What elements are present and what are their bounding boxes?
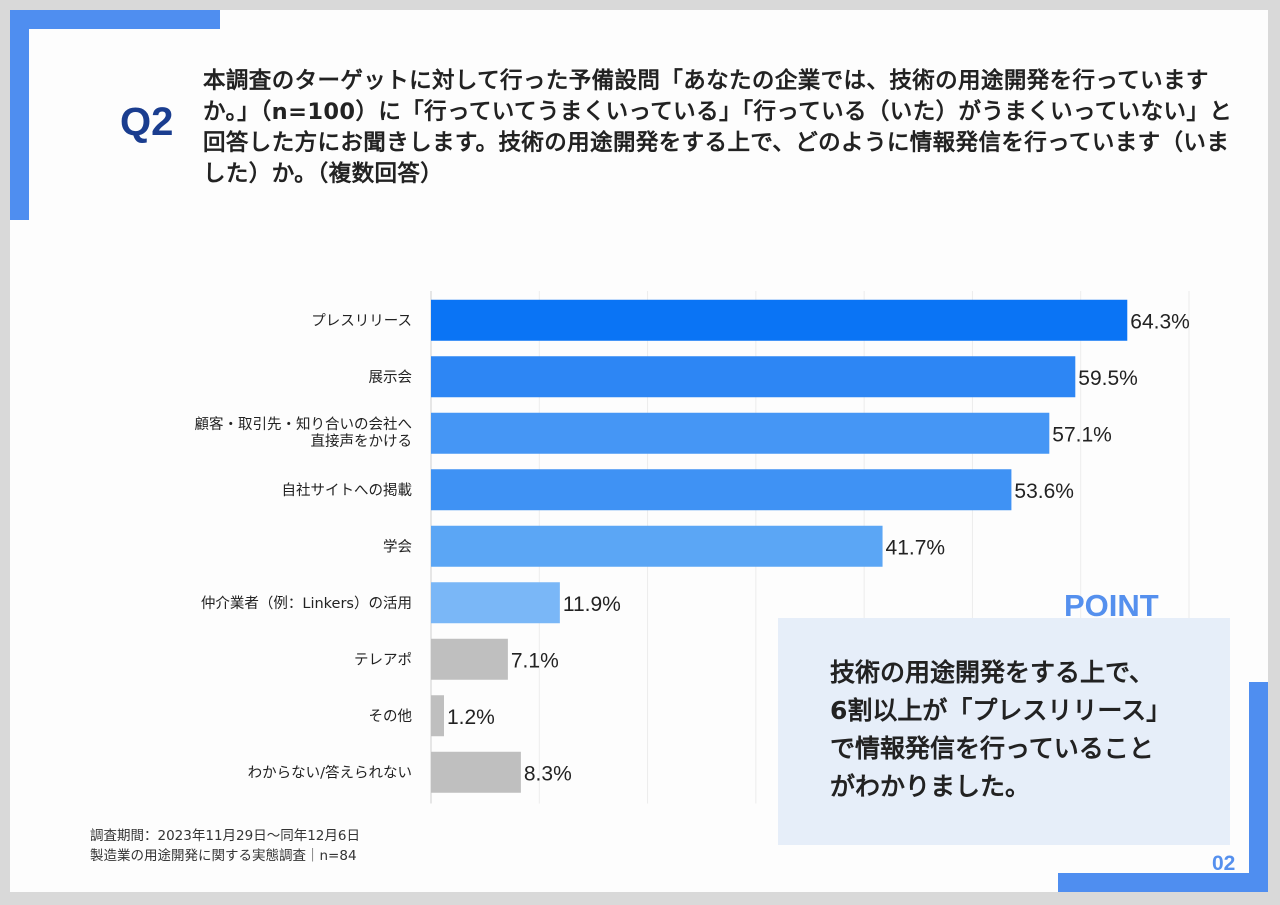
category-label: 自社サイトへの掲載	[282, 482, 413, 499]
bar	[431, 299, 1128, 341]
accent-bar-right	[1249, 682, 1268, 892]
category-label: 展示会	[369, 369, 413, 386]
page-number: 02	[1212, 852, 1236, 875]
bar	[431, 638, 508, 680]
bar	[431, 751, 521, 793]
bar	[431, 582, 560, 624]
accent-bar-bottom	[1058, 873, 1268, 892]
category-label: プレスリリース	[311, 312, 412, 329]
value-label: 57.1%	[1052, 423, 1112, 446]
point-line: で情報発信を行っていること	[830, 734, 1154, 763]
value-label: 59.5%	[1078, 367, 1138, 390]
accent-bar-left	[10, 10, 29, 220]
value-label: 11.9%	[563, 593, 621, 616]
value-label: 41.7%	[886, 536, 946, 559]
bar	[431, 695, 444, 737]
category-label: 仲介業者（例：Linkers）の活用	[201, 595, 412, 612]
value-label: 7.1%	[511, 649, 559, 672]
point-line: がわかりました。	[830, 772, 1031, 801]
value-label: 64.3%	[1130, 310, 1190, 333]
category-label: わからない/答えられない	[248, 764, 412, 781]
question-number: Q2	[120, 100, 174, 144]
bar	[431, 525, 883, 567]
survey-period: 調査期間：2023年11月29日～同年12月6日	[90, 828, 360, 844]
question-text: 本調査のターゲットに対して行った予備設問「あなたの企業では、技術の用途開発を行っ…	[203, 68, 1233, 187]
category-label: 直接声をかける	[311, 432, 413, 450]
category-label: テレアポ	[354, 651, 412, 668]
category-label: その他	[369, 708, 413, 725]
bar	[431, 469, 1012, 511]
accent-bar-top	[10, 10, 220, 29]
footnote: 調査期間：2023年11月29日～同年12月6日 製造業の用途開発に関する実態調…	[90, 826, 360, 866]
category-label: 顧客・取引先・知り合いの会社へ	[195, 416, 413, 433]
point-title: POINT	[1064, 588, 1159, 623]
survey-info: 製造業の用途開発に関する実態調査｜n=84	[90, 848, 357, 864]
point-line: 技術の用途開発をする上で、	[830, 658, 1155, 687]
category-label: 学会	[383, 538, 412, 555]
value-label: 1.2%	[447, 706, 495, 729]
value-label: 53.6%	[1014, 480, 1074, 503]
point-line: 6割以上が「プレスリリース」	[830, 696, 1172, 725]
value-label: 8.3%	[524, 762, 572, 785]
bar	[431, 412, 1050, 454]
bar	[431, 356, 1076, 398]
point-text: 技術の用途開発をする上で、 6割以上が「プレスリリース」 で情報発信を行っている…	[830, 654, 1220, 806]
point-box	[778, 618, 1230, 845]
